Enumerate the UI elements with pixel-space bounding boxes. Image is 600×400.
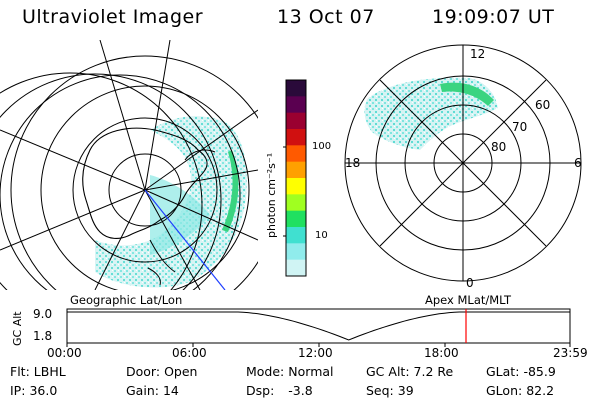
footer-dsp: Dsp: -3.8 [246,383,313,398]
colorbar-band [286,80,306,97]
mlt-label-0: 0 [466,276,474,290]
antarctica-coastline [82,127,208,239]
colorbar [283,79,307,277]
colorbar-band [286,227,306,244]
aurora-arc-polar [440,82,494,106]
image-time: 19:09:07 UT [432,6,555,28]
mlt-label-6: 6 [574,156,582,170]
footer-glon: GLon: 82.2 [486,383,555,398]
timeline-tick-2359: 23:59 [553,346,588,360]
footer-mode: Mode: Normal [246,364,334,379]
colorbar-band [286,145,306,163]
colorbar-band [286,96,306,114]
footer-gc-alt: GC Alt: 7.2 Re [366,364,454,379]
footer-filter: Flt: LBHL [10,364,66,379]
footer-gain: Gain: 14 [126,383,179,398]
instrument-title: Ultraviolet Imager [22,6,204,28]
timeline-ymin: 1.8 [33,329,53,343]
footer-ip: IP: 36.0 [10,383,58,398]
colorbar-band [286,243,306,261]
colorbar-band [286,112,306,130]
colorbar-band [286,129,306,146]
aurora-emission-polar [364,77,498,150]
footer-seq: Seq: 39 [366,383,414,398]
mlt-label-18: 18 [345,156,361,170]
geographic-panel-label: Geographic Lat/Lon [70,293,183,307]
geographic-map [0,40,258,290]
aurora-arc-geo [222,150,239,232]
polar-panel-label: Apex MLat/MLT [425,293,512,307]
timeline-ylabel: GC Alt [11,311,24,346]
footer-glat: GLat: -85.9 [486,364,556,379]
timeline-tick-0000: 00:00 [47,346,82,360]
altitude-curve [67,311,570,341]
aurora-emission-geo [95,116,247,288]
timeline-tick-1800: 18:00 [424,346,459,360]
altitude-timeline [66,308,571,347]
colorbar-unit-label: photon cm⁻²s⁻¹ [265,152,278,238]
colorbar-band [286,161,306,179]
mlat-label-70: 70 [512,120,528,134]
colorbar-band [286,259,306,277]
colorbar-tick-10: 10 [315,230,328,241]
mlat-label-80: 80 [491,140,507,154]
mlat-label-60: 60 [535,98,551,112]
colorbar-band [286,194,306,212]
polar-mlat-mlt-map [344,44,582,282]
mlt-label-12: 12 [470,47,486,61]
footer-door: Door: Open [126,364,198,379]
timeline-ymax: 9.0 [33,307,53,321]
colorbar-tick-100: 100 [312,141,332,152]
noon-meridian [144,189,226,290]
colorbar-band [286,178,306,195]
timeline-tick-0600: 06:00 [172,346,207,360]
colorbar-band [286,210,306,228]
image-date: 13 Oct 07 [277,6,375,28]
timeline-tick-1200: 12:00 [298,346,333,360]
